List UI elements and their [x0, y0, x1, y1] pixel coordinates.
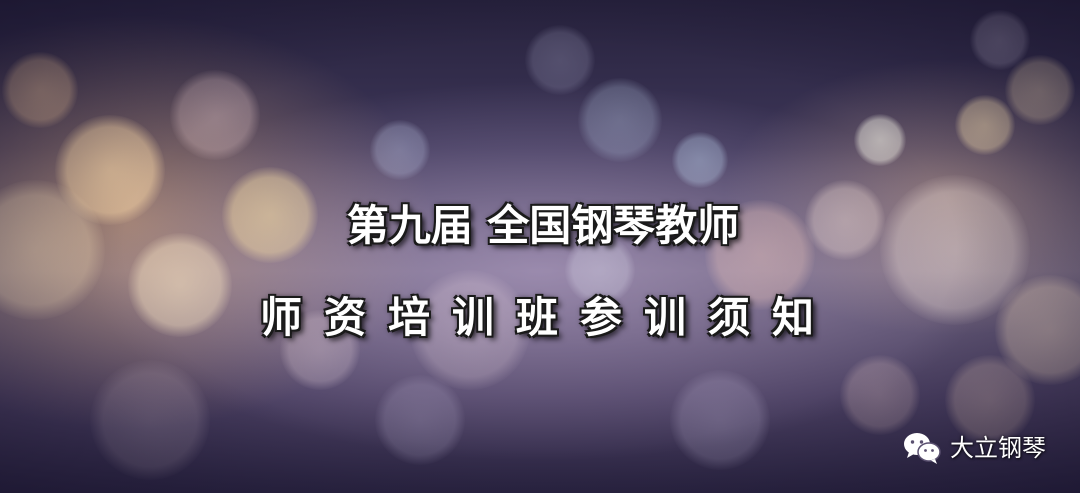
watermark-label: 大立钢琴 [950, 434, 1046, 462]
banner-title-line-1: 第九届 全国钢琴教师 [346, 201, 740, 250]
account-watermark: 大立钢琴 [902, 431, 1046, 465]
wechat-icon [904, 433, 941, 464]
banner-title-line-2: 师资培训班参训须知 [259, 293, 836, 342]
